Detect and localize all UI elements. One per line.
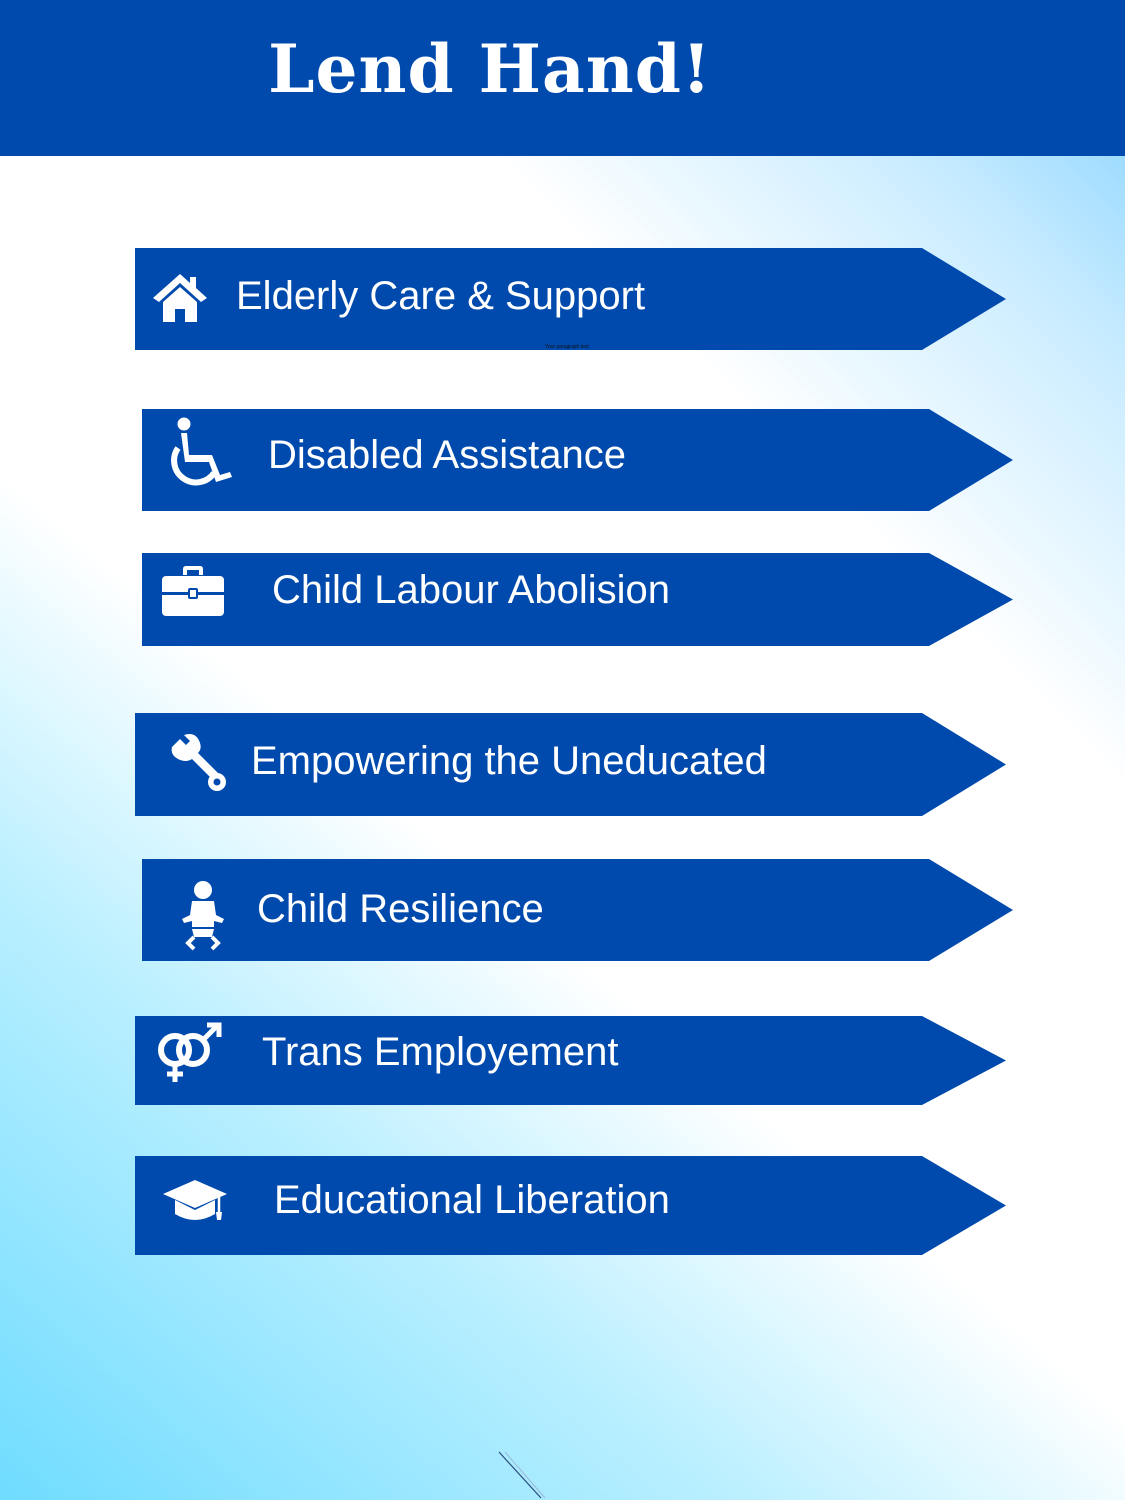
header-bar: Lend Hand!	[0, 0, 1125, 156]
banner-label: Educational Liberation	[274, 1178, 670, 1222]
banner-child-labour[interactable]: Child Labour Abolision	[142, 553, 1013, 646]
banner-label: Elderly Care & Support	[236, 274, 646, 318]
page-title: Lend Hand!	[268, 30, 712, 108]
house-icon	[151, 270, 209, 326]
banner-child-resilience[interactable]: Child Resilience	[142, 859, 1013, 961]
decorative-line	[498, 1451, 546, 1499]
banner-elderly-care[interactable]: Elderly Care & Support	[135, 248, 1006, 350]
baby-icon	[180, 879, 228, 951]
graduation-cap-icon	[161, 1178, 229, 1224]
banner-label: Child Labour Abolision	[272, 568, 671, 612]
placeholder-paragraph-text: Your paragraph text	[545, 344, 589, 350]
banner-trans-employement[interactable]: Trans Employement	[135, 1016, 1006, 1105]
banner-educational-liberation[interactable]: Educational Liberation	[135, 1156, 1006, 1255]
wheelchair-icon	[166, 415, 238, 487]
banner-empowering-uneducated[interactable]: Empowering the Uneducated	[135, 713, 1006, 816]
banner-label: Disabled Assistance	[268, 433, 626, 477]
banner-label: Child Resilience	[257, 887, 544, 931]
gender-symbol-icon	[155, 1022, 225, 1086]
banner-label: Trans Employement	[262, 1030, 619, 1074]
briefcase-icon	[161, 565, 225, 617]
wrench-icon	[168, 733, 230, 795]
banner-label: Empowering the Uneducated	[251, 739, 767, 783]
banner-disabled-assistance[interactable]: Disabled Assistance	[142, 409, 1013, 511]
